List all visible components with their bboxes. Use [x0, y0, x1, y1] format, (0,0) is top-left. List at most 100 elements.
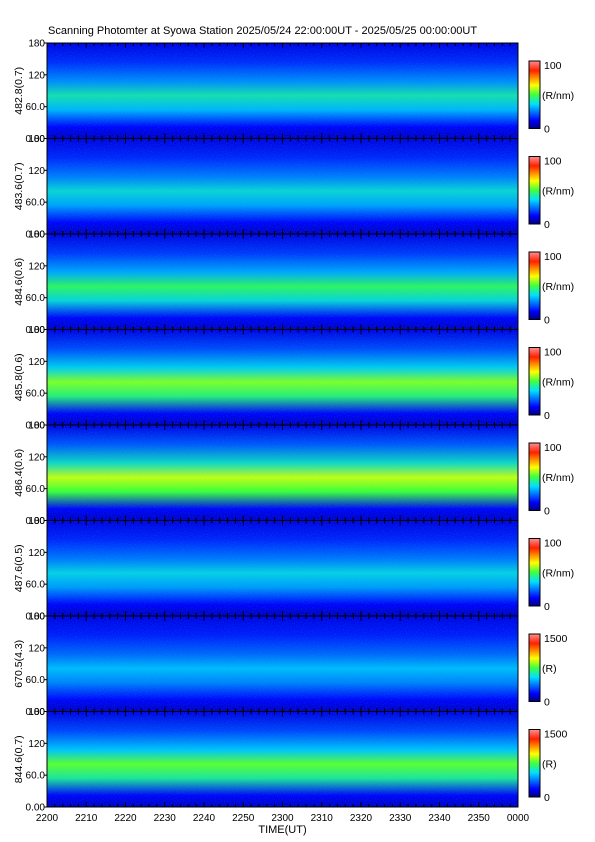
x-tick-label: 0000: [507, 813, 530, 824]
y-tick-label: 180: [28, 134, 45, 145]
x-tick-label: 2310: [311, 813, 334, 824]
panel-ylabel: 844.6(0.7): [13, 735, 25, 783]
colorbar-unit: (R/nm): [542, 472, 574, 484]
colorbar-min: 0: [544, 697, 550, 709]
y-tick-label: 180: [28, 39, 45, 50]
colorbar-max: 100: [544, 538, 562, 550]
panel-2: [44, 138, 541, 235]
chart-title: Scanning Photomter at Syowa Station 2025…: [48, 25, 478, 37]
colorbar: [528, 251, 541, 320]
colorbar-min: 0: [544, 315, 550, 327]
y-tick-label: 120: [28, 452, 45, 463]
y-tick-label: 180: [28, 421, 45, 432]
y-tick-label: 120: [28, 739, 45, 750]
colorbar-max: 100: [544, 60, 562, 72]
panel-7: [44, 615, 541, 712]
panel-noise: [47, 711, 518, 807]
y-tick-label: 180: [28, 707, 45, 718]
x-tick-label: 2200: [36, 813, 59, 824]
panel-noise: [47, 43, 518, 139]
panel-5: [44, 424, 541, 521]
y-tick-label: 0.00: [26, 707, 46, 718]
colorbar: [528, 156, 541, 225]
y-tick-label: 120: [28, 166, 45, 177]
x-axis-title: TIME(UT): [258, 824, 306, 836]
colorbar-unit: (R/nm): [542, 376, 574, 388]
x-tick-label: 2230: [154, 813, 177, 824]
y-tick-label: 0.00: [26, 803, 46, 814]
colorbar-unit: (R/nm): [542, 567, 574, 579]
y-tick-label: 180: [28, 230, 45, 241]
colorbar: [528, 60, 541, 129]
colorbar-unit: (R): [542, 758, 557, 770]
y-tick-label: 0.00: [26, 516, 46, 527]
x-tick-label: 2320: [350, 813, 373, 824]
colorbar: [528, 538, 541, 607]
panel-ylabel: 482.8(0.7): [13, 67, 25, 115]
y-tick-label: 120: [28, 643, 45, 654]
x-tick-label: 2250: [232, 813, 255, 824]
y-tick-label: 180: [28, 325, 45, 336]
colorbar-min: 0: [544, 506, 550, 518]
y-tick-label: 180: [28, 612, 45, 623]
y-tick-label: 0.00: [26, 325, 46, 336]
x-tick-label: 2300: [271, 813, 294, 824]
x-tick-label: 2210: [75, 813, 98, 824]
panel-noise: [47, 616, 518, 712]
panel-ylabel: 484.6(0.6): [13, 258, 25, 306]
panel-ylabel: 486.4(0.6): [13, 449, 25, 497]
colorbar-unit: (R/nm): [542, 281, 574, 293]
colorbar-min: 0: [544, 410, 550, 422]
y-tick-label: 0.00: [26, 612, 46, 623]
y-tick-label: 0.00: [26, 421, 46, 432]
panel-4: [44, 329, 541, 426]
y-tick-label: 120: [28, 548, 45, 559]
y-tick-label: 0.00: [26, 230, 46, 241]
y-tick-label: 60.0: [26, 675, 46, 686]
y-tick-label: 60.0: [26, 484, 46, 495]
colorbar: [528, 729, 541, 798]
panel-ylabel: 485.8(0.6): [13, 353, 25, 401]
panel-3: [44, 233, 541, 330]
y-tick-label: 60.0: [26, 102, 46, 113]
colorbar-unit: (R): [542, 663, 557, 675]
colorbar-max: 100: [544, 347, 562, 359]
colorbar: [528, 633, 541, 702]
colorbar-min: 0: [544, 219, 550, 231]
x-tick-label: 2340: [428, 813, 451, 824]
x-tick-label: 2330: [389, 813, 412, 824]
y-tick-label: 180: [28, 516, 45, 527]
panel-8: [44, 711, 541, 808]
colorbar-max: 100: [544, 442, 562, 454]
y-tick-label: 60.0: [26, 293, 46, 304]
colorbar-max: 100: [544, 251, 562, 263]
x-tick-label: 2350: [468, 813, 491, 824]
colorbar-min: 0: [544, 601, 550, 613]
panel-noise: [47, 520, 518, 616]
x-tick-label: 2240: [193, 813, 216, 824]
colorbar: [528, 347, 541, 416]
colorbar-max: 1500: [544, 633, 568, 645]
y-tick-label: 60.0: [26, 580, 46, 591]
y-tick-label: 120: [28, 261, 45, 272]
panel-ylabel: 483.6(0.7): [13, 162, 25, 210]
panel-noise: [47, 234, 518, 330]
panel-ylabel: 670.5(4.3): [13, 640, 25, 688]
panel-ylabel: 487.6(0.5): [13, 544, 25, 592]
colorbar-unit: (R/nm): [542, 90, 574, 102]
panel-noise: [47, 138, 518, 234]
y-tick-label: 60.0: [26, 771, 46, 782]
y-tick-label: 0.00: [26, 134, 46, 145]
colorbar-max: 100: [544, 156, 562, 168]
colorbar-min: 0: [544, 124, 550, 136]
x-tick-label: 2220: [114, 813, 137, 824]
panel-noise: [47, 329, 518, 425]
panel-1: [44, 42, 541, 139]
colorbar-unit: (R/nm): [542, 185, 574, 197]
y-tick-label: 60.0: [26, 198, 46, 209]
colorbar: [528, 442, 541, 511]
panel-noise: [47, 425, 518, 521]
colorbar-min: 0: [544, 792, 550, 804]
y-tick-label: 60.0: [26, 389, 46, 400]
